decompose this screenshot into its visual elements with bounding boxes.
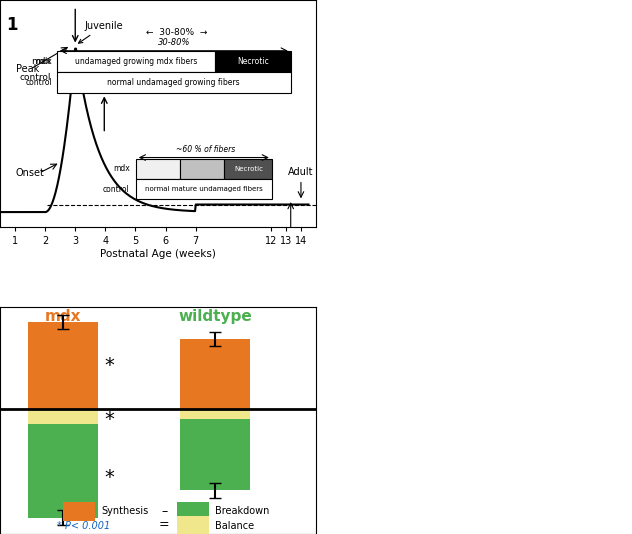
Text: control: control: [26, 78, 52, 87]
Text: Stabilization: Stabilization: [150, 168, 210, 177]
Text: *: *: [104, 356, 114, 375]
Text: mdx: mdx: [112, 164, 130, 173]
Text: mdx: mdx: [45, 309, 82, 324]
Text: =: =: [159, 519, 169, 531]
Text: Onset: Onset: [16, 168, 45, 178]
Text: 2: 2: [322, 13, 334, 32]
Text: control: control: [103, 185, 130, 193]
Text: Synthesis: Synthesis: [101, 506, 149, 516]
Text: Juvenile: Juvenile: [78, 21, 123, 43]
Bar: [63, 502, 95, 521]
Text: –: –: [161, 505, 167, 517]
Text: 30-80%: 30-80%: [157, 38, 190, 47]
Bar: [224, 159, 272, 179]
Bar: [28, 409, 98, 424]
Bar: [57, 72, 291, 93]
Bar: [136, 179, 272, 199]
X-axis label: Postnatal Age (weeks): Postnatal Age (weeks): [100, 249, 216, 259]
Text: ←  30-80%  →: ← 30-80% →: [146, 28, 208, 36]
Text: Peak: Peak: [16, 64, 39, 74]
Bar: [180, 409, 250, 419]
Bar: [28, 424, 98, 518]
Bar: [57, 51, 215, 72]
Bar: [177, 502, 209, 521]
Bar: [28, 322, 98, 409]
Text: 4: 4: [322, 280, 334, 299]
Text: * P< 0.001: * P< 0.001: [57, 521, 110, 531]
Text: mdx: mdx: [35, 57, 52, 66]
Text: Balance: Balance: [215, 521, 254, 531]
Text: Necrotic: Necrotic: [234, 166, 263, 172]
Bar: [180, 339, 250, 409]
Text: undamaged growing mdx fibers: undamaged growing mdx fibers: [75, 57, 197, 66]
Text: Breakdown: Breakdown: [215, 506, 269, 516]
Text: *: *: [104, 410, 114, 429]
Text: Necrotic: Necrotic: [237, 57, 269, 66]
Bar: [180, 419, 250, 490]
Bar: [136, 159, 180, 179]
Bar: [177, 516, 209, 534]
Text: ~60 % of fibers: ~60 % of fibers: [176, 145, 235, 154]
Text: control: control: [19, 73, 51, 82]
Bar: [180, 159, 224, 179]
Text: *: *: [104, 468, 114, 486]
Bar: [215, 51, 291, 72]
Text: normal mature undamaged fibers: normal mature undamaged fibers: [145, 186, 262, 192]
Text: Adult: Adult: [288, 168, 313, 177]
Text: mdx: mdx: [31, 57, 51, 66]
Text: 1: 1: [6, 16, 18, 34]
Text: wildtype: wildtype: [178, 309, 252, 324]
Text: normal undamaged growing fibers: normal undamaged growing fibers: [107, 78, 240, 87]
